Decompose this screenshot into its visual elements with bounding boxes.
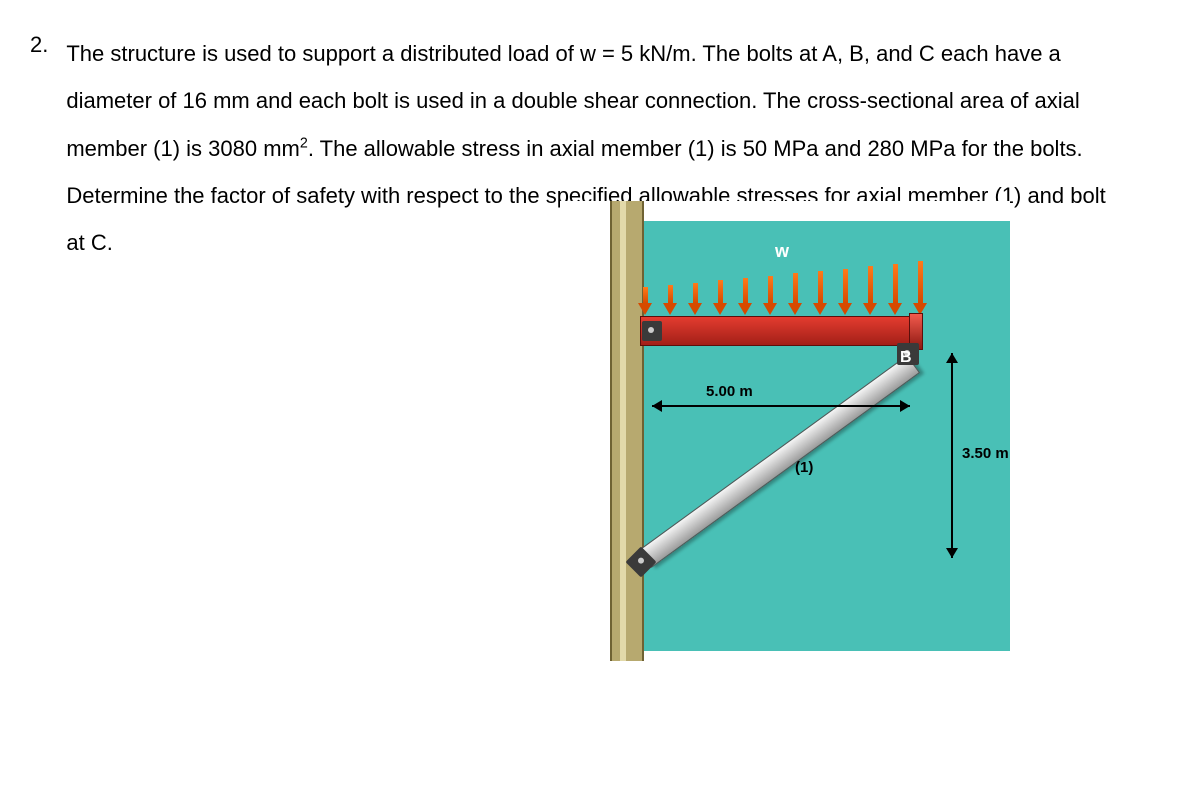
load-label-w: w [775, 241, 789, 262]
dim-arrow-left [652, 400, 662, 412]
superscript-2: 2 [300, 135, 308, 151]
beam [640, 316, 914, 346]
dim-line [951, 353, 953, 558]
dimension-vertical: 3.50 m [940, 353, 964, 558]
load-arrow [770, 276, 772, 316]
load-arrow [820, 271, 822, 316]
dimension-horizontal: 5.00 m [652, 389, 910, 413]
load-arrow [895, 264, 897, 316]
figure: w B 5.00 m 3.50 m (1) [560, 201, 1010, 661]
load-arrow [645, 287, 647, 315]
wall-highlight [620, 201, 626, 661]
problem-number: 2. [30, 30, 48, 58]
dim-arrow-top [946, 353, 958, 363]
wall [610, 201, 644, 661]
load-arrow [845, 269, 847, 316]
pin-c [642, 321, 662, 341]
dim-line [652, 405, 910, 407]
load-arrow [745, 278, 747, 315]
dim-arrow-right [900, 400, 910, 412]
load-arrow [920, 261, 922, 315]
label-B: B [900, 349, 912, 367]
dim-vertical-text: 3.50 m [962, 445, 1009, 462]
dim-arrow-bottom [946, 548, 958, 558]
member-1-label: (1) [795, 459, 813, 476]
load-arrow [670, 285, 672, 315]
load-arrow [870, 266, 872, 315]
load-arrow [795, 273, 797, 315]
load-arrow [720, 280, 722, 315]
dim-horizontal-text: 5.00 m [702, 383, 757, 400]
distributed-load-arrows [645, 261, 925, 316]
load-arrow [695, 283, 697, 316]
